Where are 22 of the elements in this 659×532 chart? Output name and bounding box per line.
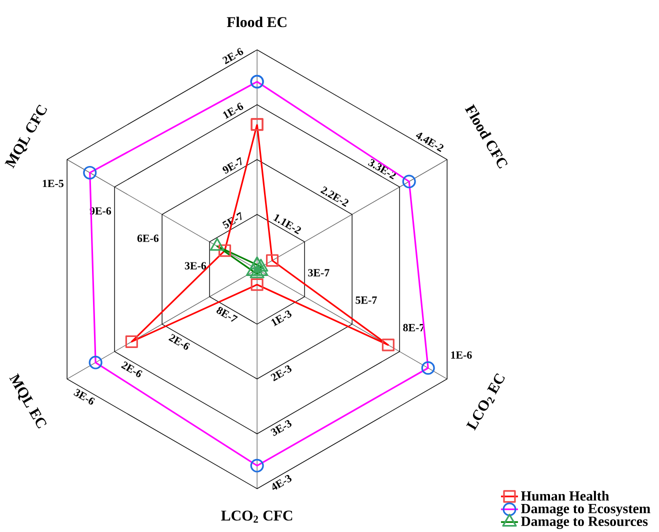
text: 1E-6 — [451, 352, 472, 359]
spoke-label: Flood EC — [226, 16, 286, 28]
text: 1E-6 — [222, 102, 244, 120]
legend-label: Human Health — [520, 491, 610, 501]
text: 3E-6 — [74, 388, 95, 405]
text: 9E-7 — [222, 157, 242, 174]
text: 3E-7 — [308, 269, 330, 277]
text: 8E-7 — [216, 307, 238, 322]
text: 3E-3 — [270, 420, 292, 436]
text: 6E-6 — [137, 234, 159, 242]
legend-label: Damage to Resources — [520, 517, 648, 530]
spoke-label: LCO$_{2}$ CFC — [221, 510, 292, 523]
text: 1E-3 — [271, 310, 292, 326]
text: 3E-6 — [184, 262, 206, 270]
text: 2E-6 — [168, 334, 190, 350]
text: 2E-6 — [222, 48, 244, 64]
legend-label: Damage to Ecosystem — [520, 504, 650, 516]
text: 2E-3 — [270, 366, 292, 382]
text: 4E-3 — [272, 475, 292, 490]
text: 5E-7 — [356, 296, 377, 304]
text: 2E-6 — [121, 362, 142, 378]
text: 1E-5 — [42, 180, 64, 188]
